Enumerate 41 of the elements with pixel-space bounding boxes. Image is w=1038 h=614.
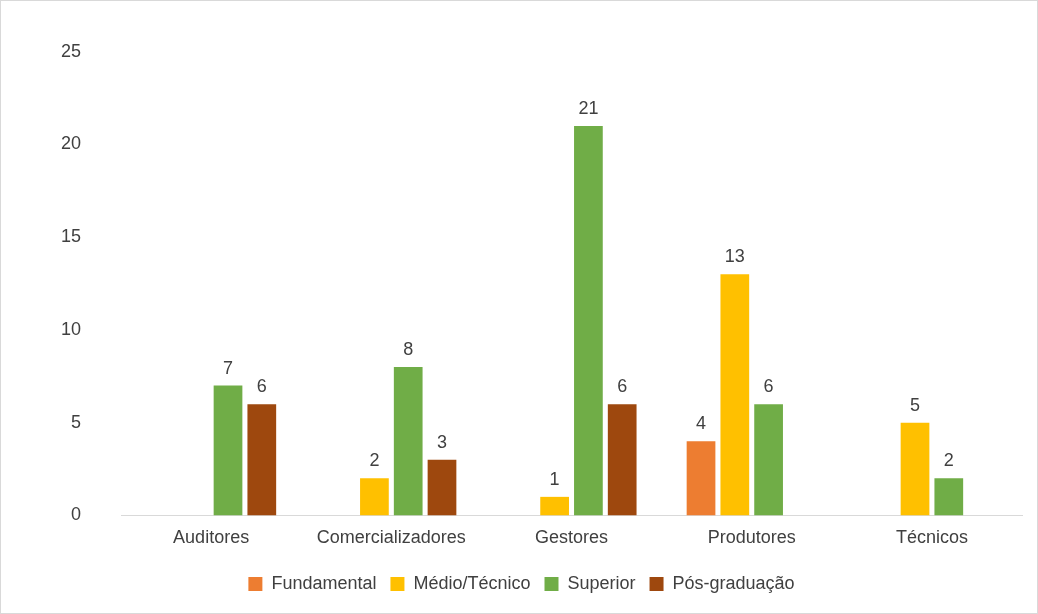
bar xyxy=(686,441,716,516)
legend-label: Pós-graduação xyxy=(672,572,795,593)
x-tick-label: Gestores xyxy=(535,527,609,548)
bar xyxy=(360,478,389,516)
y-tick-label: 5 xyxy=(71,411,82,432)
bar xyxy=(574,125,603,516)
bar xyxy=(720,274,750,516)
data-label: 2 xyxy=(943,450,954,471)
y-tick-label: 15 xyxy=(60,226,82,247)
data-label: 4 xyxy=(696,413,707,434)
y-tick-label: 10 xyxy=(60,318,82,339)
x-tick-label: Produtores xyxy=(707,527,796,548)
y-tick-label: 20 xyxy=(60,133,82,154)
data-label: 13 xyxy=(724,246,745,267)
data-label: 6 xyxy=(617,376,628,397)
x-tick-label: Comercializadores xyxy=(316,527,466,548)
bar xyxy=(247,404,277,516)
y-tick-label: 0 xyxy=(71,504,82,525)
bar xyxy=(754,404,783,516)
bar xyxy=(393,367,423,516)
data-label: 6 xyxy=(763,376,774,397)
bar xyxy=(427,459,457,516)
bar xyxy=(934,478,964,516)
legend-label: Superior xyxy=(567,572,636,593)
x-tick-label: Técnicos xyxy=(895,527,968,548)
data-label: 7 xyxy=(223,357,234,378)
data-label: 2 xyxy=(369,450,380,471)
legend-label: Médio/Técnico xyxy=(413,572,531,593)
y-tick-label: 25 xyxy=(60,40,82,61)
bar xyxy=(540,496,569,516)
data-label: 8 xyxy=(403,339,414,360)
bar xyxy=(900,422,930,516)
bar xyxy=(213,385,243,516)
data-label: 3 xyxy=(436,431,447,452)
legend-label: Fundamental xyxy=(271,572,377,593)
data-label: 6 xyxy=(256,376,267,397)
data-label: 5 xyxy=(910,394,921,415)
data-label: 1 xyxy=(549,468,560,489)
data-label: 21 xyxy=(578,97,599,118)
bar xyxy=(607,404,637,516)
x-tick-label: Auditores xyxy=(173,527,250,548)
